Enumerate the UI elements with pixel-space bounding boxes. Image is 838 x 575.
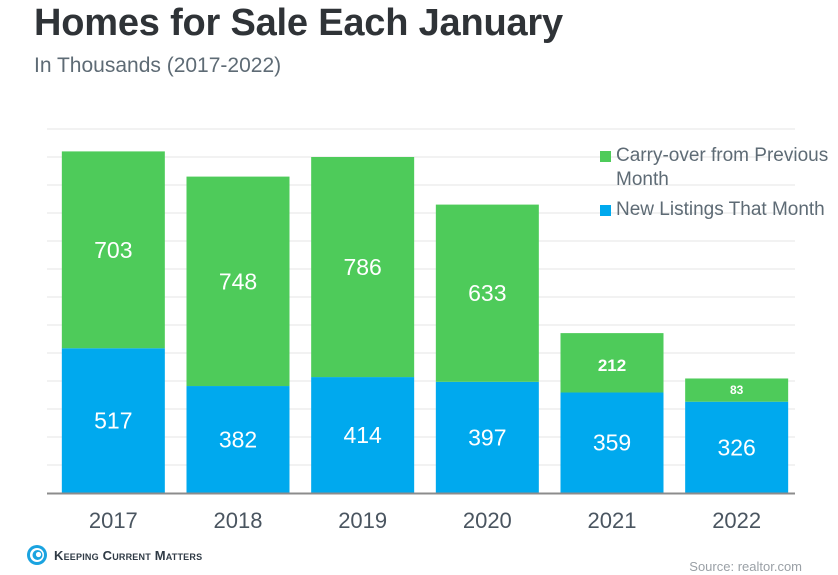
bars <box>61 151 789 493</box>
data-label: 703 <box>94 237 132 263</box>
data-label: 397 <box>468 424 506 450</box>
data-label: 748 <box>219 268 257 294</box>
legend-item-carryover: Carry-over from Previous Month <box>600 144 830 192</box>
brand-logo: Keeping Current Matters <box>26 544 202 566</box>
x-tick-label: 2019 <box>338 508 387 533</box>
x-axis-ticks: 2017 2018 2019 2020 2021 2022 <box>89 508 761 533</box>
bar-segment-new-listings <box>560 392 664 493</box>
x-tick-label: 2018 <box>214 508 263 533</box>
source-note: Source: realtor.com <box>689 559 802 574</box>
data-label: 326 <box>717 434 755 460</box>
legend: Carry-over from Previous Month New Listi… <box>600 144 830 228</box>
data-label: 517 <box>94 408 132 434</box>
legend-label-carryover: Carry-over from Previous Month <box>616 145 829 190</box>
data-label: 212 <box>598 356 626 375</box>
bar-segment-new-listings <box>186 386 290 493</box>
swirl-logo-icon <box>27 545 47 565</box>
data-labels: 517 703 382 748 414 786 397 633 359 212 326 83 <box>94 237 756 461</box>
data-label: 414 <box>343 422 382 448</box>
x-tick-label: 2022 <box>712 508 761 533</box>
bar-segment-carryover <box>61 151 165 349</box>
brand-name: Keeping Current Matters <box>54 547 203 563</box>
data-label: 359 <box>593 430 631 456</box>
bar-segment-new-listings <box>435 381 539 493</box>
bar-segment-carryover <box>560 333 664 393</box>
x-tick-label: 2017 <box>89 508 138 533</box>
bar-segment-carryover <box>311 157 415 378</box>
x-tick-label: 2020 <box>463 508 512 533</box>
data-label: 382 <box>219 427 257 453</box>
data-label: 633 <box>468 280 506 306</box>
gridlines <box>47 128 795 466</box>
bar-segment-new-listings <box>311 377 415 493</box>
bar-segment-carryover <box>685 378 789 402</box>
legend-swatch-new-listings <box>600 205 611 216</box>
x-tick-label: 2021 <box>588 508 637 533</box>
data-label: 786 <box>343 254 381 280</box>
bar-segment-new-listings <box>61 348 165 493</box>
bar-segment-new-listings <box>685 401 789 493</box>
data-label: 83 <box>730 383 744 397</box>
legend-swatch-carryover <box>600 151 611 162</box>
bar-segment-carryover <box>186 176 290 387</box>
legend-label-new-listings: New Listings That Month <box>616 199 825 220</box>
bar-segment-carryover <box>435 204 539 382</box>
chart-title: Homes for Sale Each January <box>34 2 563 44</box>
legend-item-new-listings: New Listings That Month <box>600 198 830 222</box>
chart-subtitle: In Thousands (2017-2022) <box>34 54 282 77</box>
